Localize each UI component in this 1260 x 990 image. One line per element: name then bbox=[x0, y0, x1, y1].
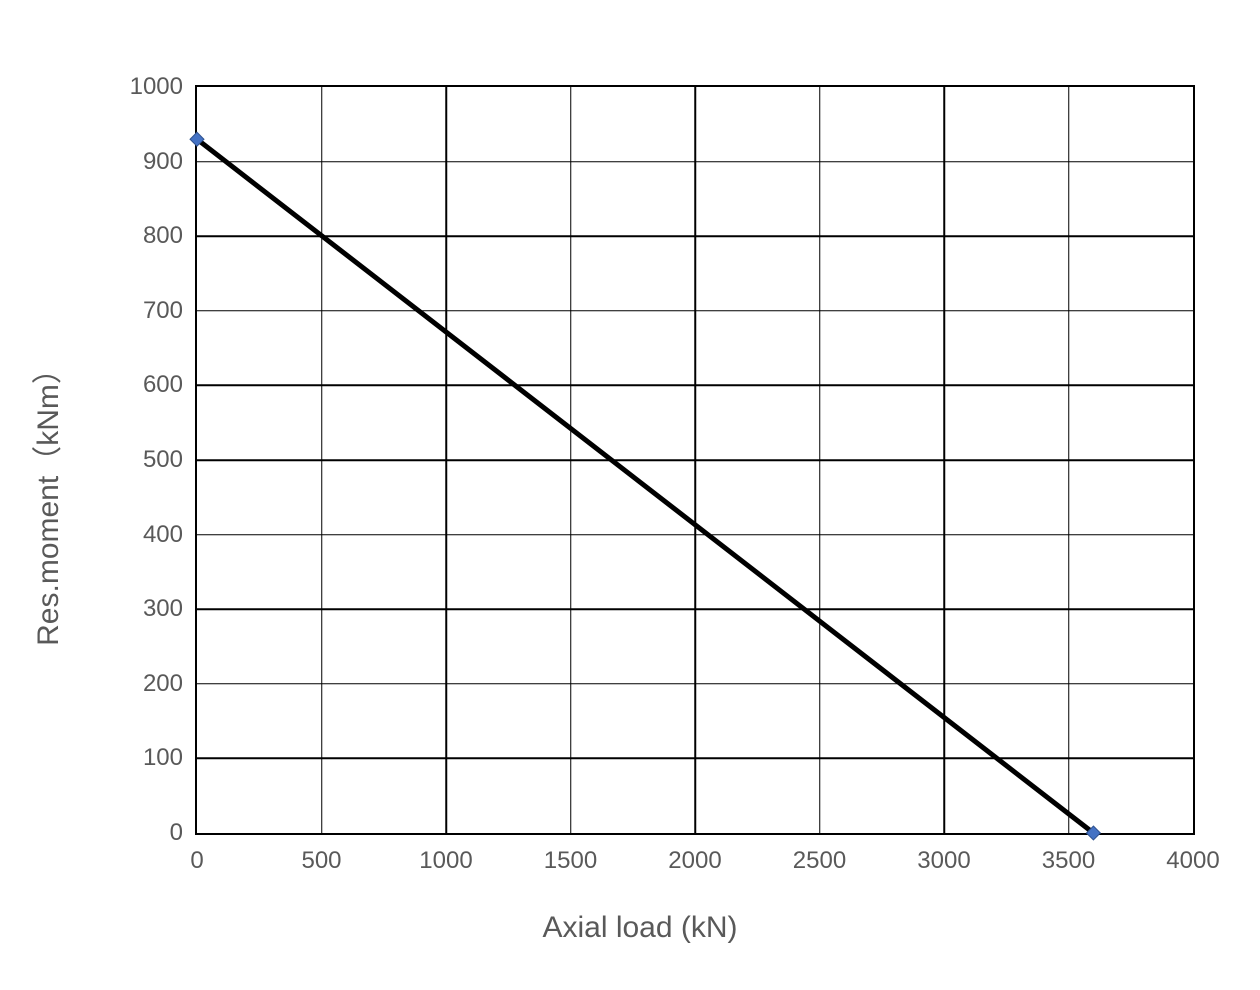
x-axis-title: Axial load (kN) bbox=[542, 911, 737, 945]
x-tick-label: 1000 bbox=[419, 847, 472, 875]
y-tick-label: 700 bbox=[143, 297, 183, 325]
y-tick-label: 300 bbox=[143, 595, 183, 623]
x-tick-label: 500 bbox=[301, 847, 341, 875]
y-tick-label: 400 bbox=[143, 521, 183, 549]
chart-container: Res.moment（kNm） 050010001500200025003000… bbox=[80, 60, 1200, 940]
y-tick-label: 0 bbox=[170, 819, 183, 847]
plot-outer: 0500100015002000250030003500400001002003… bbox=[195, 85, 1195, 835]
y-tick-label: 900 bbox=[143, 148, 183, 176]
y-gridline bbox=[197, 608, 1193, 610]
x-tick-label: 1500 bbox=[544, 847, 597, 875]
y-tick-label: 600 bbox=[143, 371, 183, 399]
y-gridline bbox=[197, 235, 1193, 237]
y-tick-label: 500 bbox=[143, 446, 183, 474]
y-gridline bbox=[197, 161, 1193, 163]
series-line bbox=[197, 139, 1093, 833]
y-gridline bbox=[197, 534, 1193, 536]
x-tick-label: 3500 bbox=[1042, 847, 1095, 875]
y-gridline bbox=[197, 758, 1193, 760]
y-axis-title: Res.moment（kNm） bbox=[23, 354, 67, 646]
y-tick-label: 800 bbox=[143, 222, 183, 250]
y-tick-label: 200 bbox=[143, 670, 183, 698]
x-tick-label: 0 bbox=[190, 847, 203, 875]
x-tick-label: 3000 bbox=[917, 847, 970, 875]
plot-area: 0500100015002000250030003500400001002003… bbox=[195, 85, 1195, 835]
y-tick-label: 100 bbox=[143, 744, 183, 772]
y-gridline bbox=[197, 459, 1193, 461]
y-gridline bbox=[197, 310, 1193, 312]
y-gridline bbox=[197, 683, 1193, 685]
y-tick-label: 1000 bbox=[130, 73, 183, 101]
x-tick-label: 2000 bbox=[668, 847, 721, 875]
page: Res.moment（kNm） 050010001500200025003000… bbox=[0, 0, 1260, 990]
x-tick-label: 2500 bbox=[793, 847, 846, 875]
x-tick-label: 4000 bbox=[1166, 847, 1219, 875]
y-gridline bbox=[197, 385, 1193, 387]
